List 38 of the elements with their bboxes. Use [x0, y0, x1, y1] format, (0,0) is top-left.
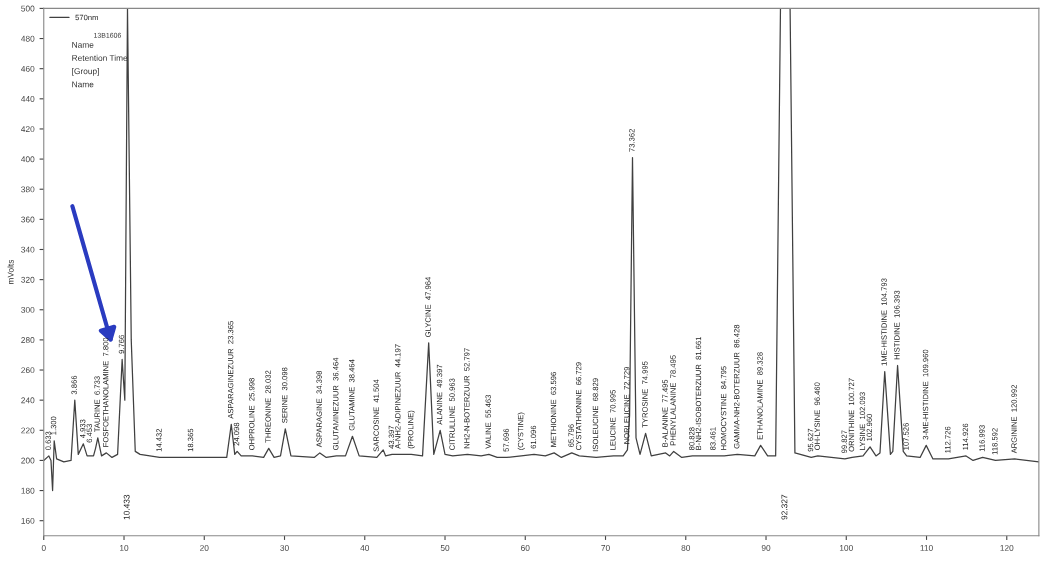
annotation: 10.433 [123, 494, 130, 520]
x-tick-label: 120 [1000, 545, 1014, 551]
x-tick-label: 110 [920, 545, 933, 551]
y-tick-label: 320 [21, 276, 35, 283]
y-tick-label: 460 [21, 65, 35, 72]
y-tick-label: 480 [21, 35, 35, 42]
annotation: Retention Time [72, 54, 128, 61]
y-tick-label: 160 [21, 517, 35, 524]
annotation: 92.327 [781, 494, 788, 520]
y-tick-label: 240 [21, 397, 35, 404]
annotation: Name [72, 81, 94, 88]
y-tick-label: 420 [21, 126, 35, 133]
x-tick-label: 30 [280, 545, 289, 551]
x-tick-label: 100 [839, 545, 853, 551]
y-tick-label: 340 [21, 246, 35, 253]
x-tick-label: 80 [681, 545, 691, 551]
x-tick-label: 40 [360, 545, 370, 551]
y-tick-label: 220 [21, 427, 35, 434]
y-tick-label: 380 [21, 186, 35, 193]
y-tick-label: 360 [21, 216, 35, 223]
annotation: [Group] [72, 68, 99, 76]
x-tick-label: 60 [521, 545, 530, 551]
y-tick-label: 280 [21, 337, 35, 343]
y-axis-title: mVolts [7, 259, 14, 285]
x-tick-label: 10 [120, 545, 129, 551]
x-tick-label: 90 [761, 545, 771, 551]
y-tick-label: 500 [21, 5, 35, 12]
x-tick-label: 20 [200, 545, 209, 551]
x-tick-label: 70 [601, 545, 610, 551]
y-tick-label: 300 [21, 306, 35, 313]
annotation: Name [72, 41, 94, 48]
y-tick-label: 400 [21, 156, 35, 163]
y-tick-label: 440 [21, 96, 35, 102]
y-tick-label: 180 [21, 487, 35, 494]
x-tick-label: 50 [440, 545, 450, 551]
y-tick-label: 200 [21, 457, 35, 464]
x-tick-label: 0 [41, 545, 46, 551]
y-tick-label: 260 [21, 367, 35, 374]
